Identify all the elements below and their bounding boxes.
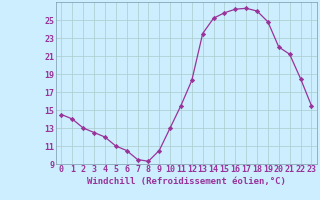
X-axis label: Windchill (Refroidissement éolien,°C): Windchill (Refroidissement éolien,°C) bbox=[87, 177, 286, 186]
